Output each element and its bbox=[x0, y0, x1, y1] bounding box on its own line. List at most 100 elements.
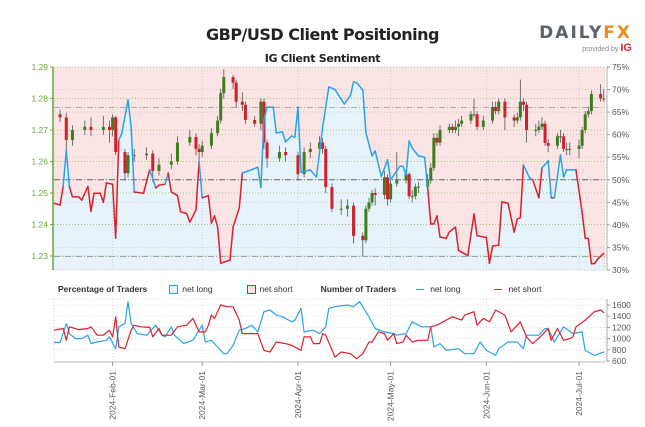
bullish-candle bbox=[559, 136, 563, 138]
bearish-candle bbox=[475, 114, 479, 127]
price-tick-label: 1.28 bbox=[31, 94, 48, 104]
bullish-candle bbox=[367, 202, 371, 209]
bearish-candle bbox=[512, 117, 516, 121]
legend-percentage-title: Percentage of Traders bbox=[58, 284, 148, 294]
bearish-candle bbox=[521, 101, 525, 105]
legend-pct-net-short-label: net short bbox=[259, 284, 293, 294]
sentiment-line-segment bbox=[198, 160, 203, 199]
bullish-candle bbox=[472, 114, 476, 116]
sentiment-line-segment bbox=[65, 149, 71, 188]
sentiment-line-segment bbox=[445, 231, 451, 240]
bullish-candle bbox=[345, 205, 349, 209]
sentiment-line-segment bbox=[491, 244, 500, 247]
bullish-candle bbox=[497, 101, 501, 112]
bullish-candle bbox=[432, 137, 436, 168]
sentiment-line-segment bbox=[541, 160, 549, 169]
legend: Percentage of Traders net long net short… bbox=[58, 284, 542, 294]
sentiment-line-segment bbox=[219, 259, 231, 264]
sentiment-line-segment bbox=[559, 154, 565, 178]
bearish-candle bbox=[194, 136, 198, 149]
provided-by-text: provided by bbox=[582, 46, 619, 53]
sentiment-line-segment bbox=[485, 236, 491, 264]
sentiment-line-segment bbox=[507, 202, 515, 233]
bearish-candle bbox=[407, 174, 411, 197]
dailyfx-logo: DAILYFX provided by IG bbox=[539, 24, 632, 56]
pct-tick-label: 30% bbox=[612, 265, 629, 275]
sentiment-line-segment bbox=[241, 169, 253, 174]
sentiment-line-segment bbox=[90, 192, 95, 213]
bearish-candle bbox=[352, 205, 356, 236]
bullish-candle bbox=[457, 123, 461, 127]
sentiment-line-segment bbox=[170, 191, 179, 197]
bullish-candle bbox=[222, 77, 226, 94]
bullish-candle bbox=[537, 126, 541, 130]
sentiment-line-segment bbox=[232, 207, 240, 228]
sentiment-line-segment bbox=[334, 88, 346, 105]
bullish-candle bbox=[364, 208, 368, 241]
sentiment-line-segment bbox=[309, 169, 318, 178]
sentiment-line-segment bbox=[195, 160, 200, 211]
bullish-candle bbox=[460, 120, 464, 124]
sentiment-line-segment bbox=[59, 185, 64, 206]
date-tick-label: 2024-Apr-01 bbox=[293, 371, 303, 419]
sentiment-line-segment bbox=[531, 179, 540, 199]
sentiment-line-segment bbox=[553, 154, 562, 199]
pct-tick-label: 45% bbox=[612, 197, 629, 207]
bullish-candle bbox=[175, 142, 179, 162]
legend-num-net-long: net long bbox=[416, 284, 460, 294]
pct-tick-label: 35% bbox=[612, 242, 629, 252]
legend-pct-net-short: net short bbox=[246, 284, 293, 294]
bearish-candle bbox=[494, 107, 498, 112]
sentiment-line-segment bbox=[575, 169, 583, 214]
bullish-candle bbox=[216, 120, 220, 134]
bullish-candle bbox=[302, 152, 306, 175]
red-line-icon bbox=[494, 288, 503, 290]
sentiment-line-segment bbox=[250, 166, 259, 171]
bearish-candle bbox=[503, 101, 507, 118]
sentiment-line-segment bbox=[272, 106, 278, 134]
sentiment-line-segment bbox=[185, 212, 191, 223]
bullish-candle bbox=[534, 130, 538, 131]
bearish-candle bbox=[123, 152, 127, 174]
traders-tick-label: 1000 bbox=[612, 334, 631, 344]
bearish-candle bbox=[58, 114, 62, 118]
bearish-candle bbox=[562, 136, 566, 149]
sentiment-line-segment bbox=[315, 126, 324, 178]
bullish-candle bbox=[491, 107, 495, 121]
bearish-candle bbox=[450, 126, 454, 130]
plot-border bbox=[53, 66, 606, 271]
bullish-candle bbox=[188, 136, 192, 143]
net-short-traders-line bbox=[53, 304, 605, 360]
sentiment-line-segment bbox=[281, 131, 287, 143]
sentiment-line-segment bbox=[176, 194, 182, 213]
bullish-candle bbox=[568, 148, 572, 150]
logo-brand-right: FX bbox=[603, 23, 632, 43]
bullish-candle bbox=[370, 193, 374, 203]
sentiment-line-segment bbox=[380, 159, 389, 178]
date-tick-label: 2024-May-01 bbox=[386, 371, 396, 421]
blue-square-icon bbox=[169, 284, 179, 294]
bullish-candle bbox=[132, 155, 136, 157]
bullish-candle bbox=[410, 196, 414, 198]
bullish-candle bbox=[219, 93, 223, 121]
sentiment-line-segment bbox=[374, 150, 383, 178]
sentiment-line-segment bbox=[121, 99, 129, 135]
sentiment-line-segment bbox=[167, 172, 173, 193]
sentiment-line-segment bbox=[263, 106, 268, 121]
sentiment-line-segment bbox=[275, 131, 284, 134]
sentiment-line-segment bbox=[62, 149, 68, 188]
sentiment-line-segment bbox=[362, 89, 367, 134]
bullish-candle bbox=[209, 133, 213, 146]
bullish-candle bbox=[416, 186, 420, 188]
sentiment-line-segment bbox=[343, 94, 352, 105]
sentiment-line-segment bbox=[355, 82, 364, 91]
bullish-candle bbox=[580, 130, 584, 146]
bullish-candle bbox=[413, 186, 417, 197]
chart-subtitle: IG Client Sentiment bbox=[264, 52, 381, 65]
legend-pct-net-long-label: net long bbox=[182, 284, 213, 294]
date-tick-label: 2024-Jul-01 bbox=[574, 371, 584, 416]
bullish-candle bbox=[259, 101, 263, 124]
bullish-candle bbox=[404, 174, 408, 181]
bullish-candle bbox=[555, 136, 559, 146]
